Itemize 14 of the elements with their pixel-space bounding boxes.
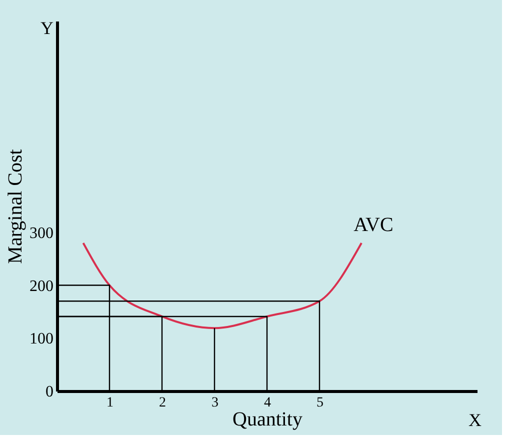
- x-tick-label: 5: [316, 396, 324, 410]
- x-tick-label: 1: [106, 396, 114, 410]
- x-axis-title: Quantity: [232, 408, 302, 430]
- x-tick-label: 3: [212, 396, 218, 410]
- annotation: AVC: [354, 214, 394, 236]
- x-tick-label: 2: [159, 396, 166, 410]
- y-tick-label: 200: [30, 278, 54, 295]
- y-tick-label: 100: [30, 330, 54, 348]
- text: Y: [40, 18, 54, 38]
- y-tick-label: 0: [46, 384, 54, 400]
- text: X: [468, 410, 482, 430]
- y-axis-title: Marginal Cost: [4, 148, 26, 264]
- x-tick-label: 4: [264, 396, 271, 410]
- y-tick-label: 300: [30, 224, 54, 242]
